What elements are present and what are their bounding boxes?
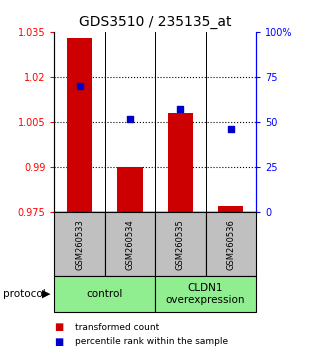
Text: ■: ■ bbox=[54, 322, 64, 332]
Text: ■: ■ bbox=[54, 337, 64, 347]
Text: CLDN1
overexpression: CLDN1 overexpression bbox=[166, 283, 245, 305]
Text: protocol: protocol bbox=[3, 289, 46, 299]
Text: GSM260533: GSM260533 bbox=[75, 219, 84, 270]
Bar bbox=[168, 113, 193, 212]
Text: transformed count: transformed count bbox=[75, 323, 159, 332]
Point bbox=[228, 126, 233, 132]
Point bbox=[178, 107, 183, 112]
Text: control: control bbox=[87, 289, 123, 299]
Bar bbox=[105, 212, 155, 276]
Bar bbox=[54, 276, 155, 312]
Point bbox=[127, 116, 132, 121]
Text: GSM260534: GSM260534 bbox=[125, 219, 134, 270]
Bar bbox=[206, 212, 256, 276]
Bar bbox=[155, 276, 256, 312]
Point bbox=[77, 83, 82, 89]
Title: GDS3510 / 235135_at: GDS3510 / 235135_at bbox=[79, 16, 231, 29]
Bar bbox=[155, 212, 206, 276]
Bar bbox=[67, 38, 92, 212]
Bar bbox=[218, 206, 244, 212]
Text: GSM260535: GSM260535 bbox=[176, 219, 185, 270]
Bar bbox=[117, 167, 143, 212]
Text: GSM260536: GSM260536 bbox=[226, 219, 235, 270]
Text: percentile rank within the sample: percentile rank within the sample bbox=[75, 337, 228, 346]
Text: ▶: ▶ bbox=[42, 289, 50, 299]
Bar bbox=[54, 212, 105, 276]
